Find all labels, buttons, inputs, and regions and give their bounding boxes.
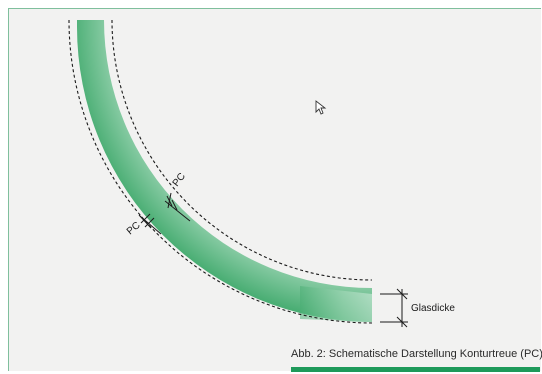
mouse-pointer-icon	[315, 100, 327, 115]
thickness-label: Glasdicke	[411, 303, 455, 314]
outer-tolerance-contour	[68, 19, 373, 324]
pc-label-outer: PC	[125, 220, 143, 237]
thickness-dimension	[380, 288, 408, 328]
glass-sheet-tail	[300, 286, 372, 322]
figure-caption: Abb. 2: Schematische Darstellung Konturt…	[291, 348, 542, 360]
caption-accent-rule	[291, 367, 540, 372]
pc-marker-outer	[138, 213, 162, 235]
inner-tolerance-contour	[111, 19, 373, 281]
pc-label-inner: PC	[171, 171, 188, 189]
pc-marker-inner	[164, 192, 191, 222]
